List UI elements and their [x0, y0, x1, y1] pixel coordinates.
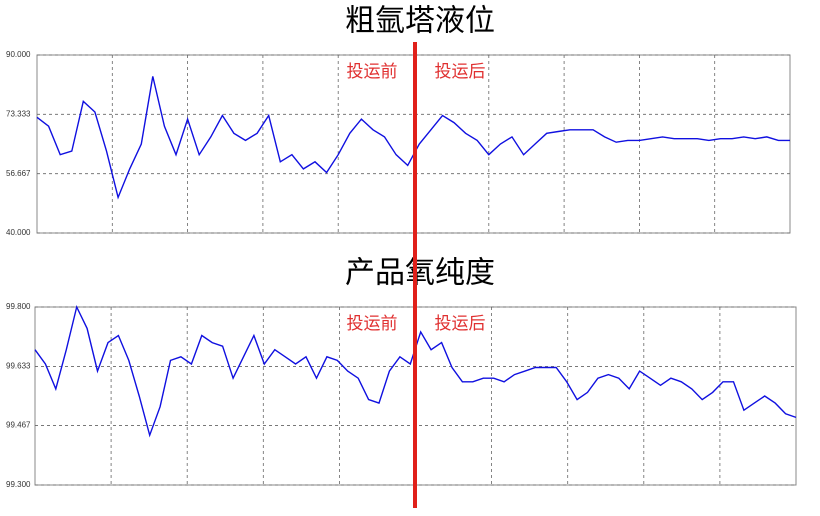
annotation: 投运前: [347, 314, 398, 334]
annotation: 投运前: [347, 62, 398, 82]
y-tick-label: 99.633: [6, 362, 31, 371]
y-tick-label: 40.000: [6, 228, 31, 237]
chart-title: 粗氩塔液位: [345, 4, 495, 39]
y-tick-label: 99.300: [6, 480, 31, 489]
y-tick-label: 73.333: [6, 109, 31, 118]
y-tick-label: 99.800: [6, 302, 31, 311]
annotation: 投运后: [435, 62, 486, 82]
y-tick-label: 90.000: [6, 50, 31, 59]
annotation: 投运后: [435, 314, 486, 334]
y-tick-label: 99.467: [6, 421, 31, 430]
chart-title: 产品氧纯度: [345, 256, 495, 291]
y-tick-label: 56.667: [6, 169, 31, 178]
